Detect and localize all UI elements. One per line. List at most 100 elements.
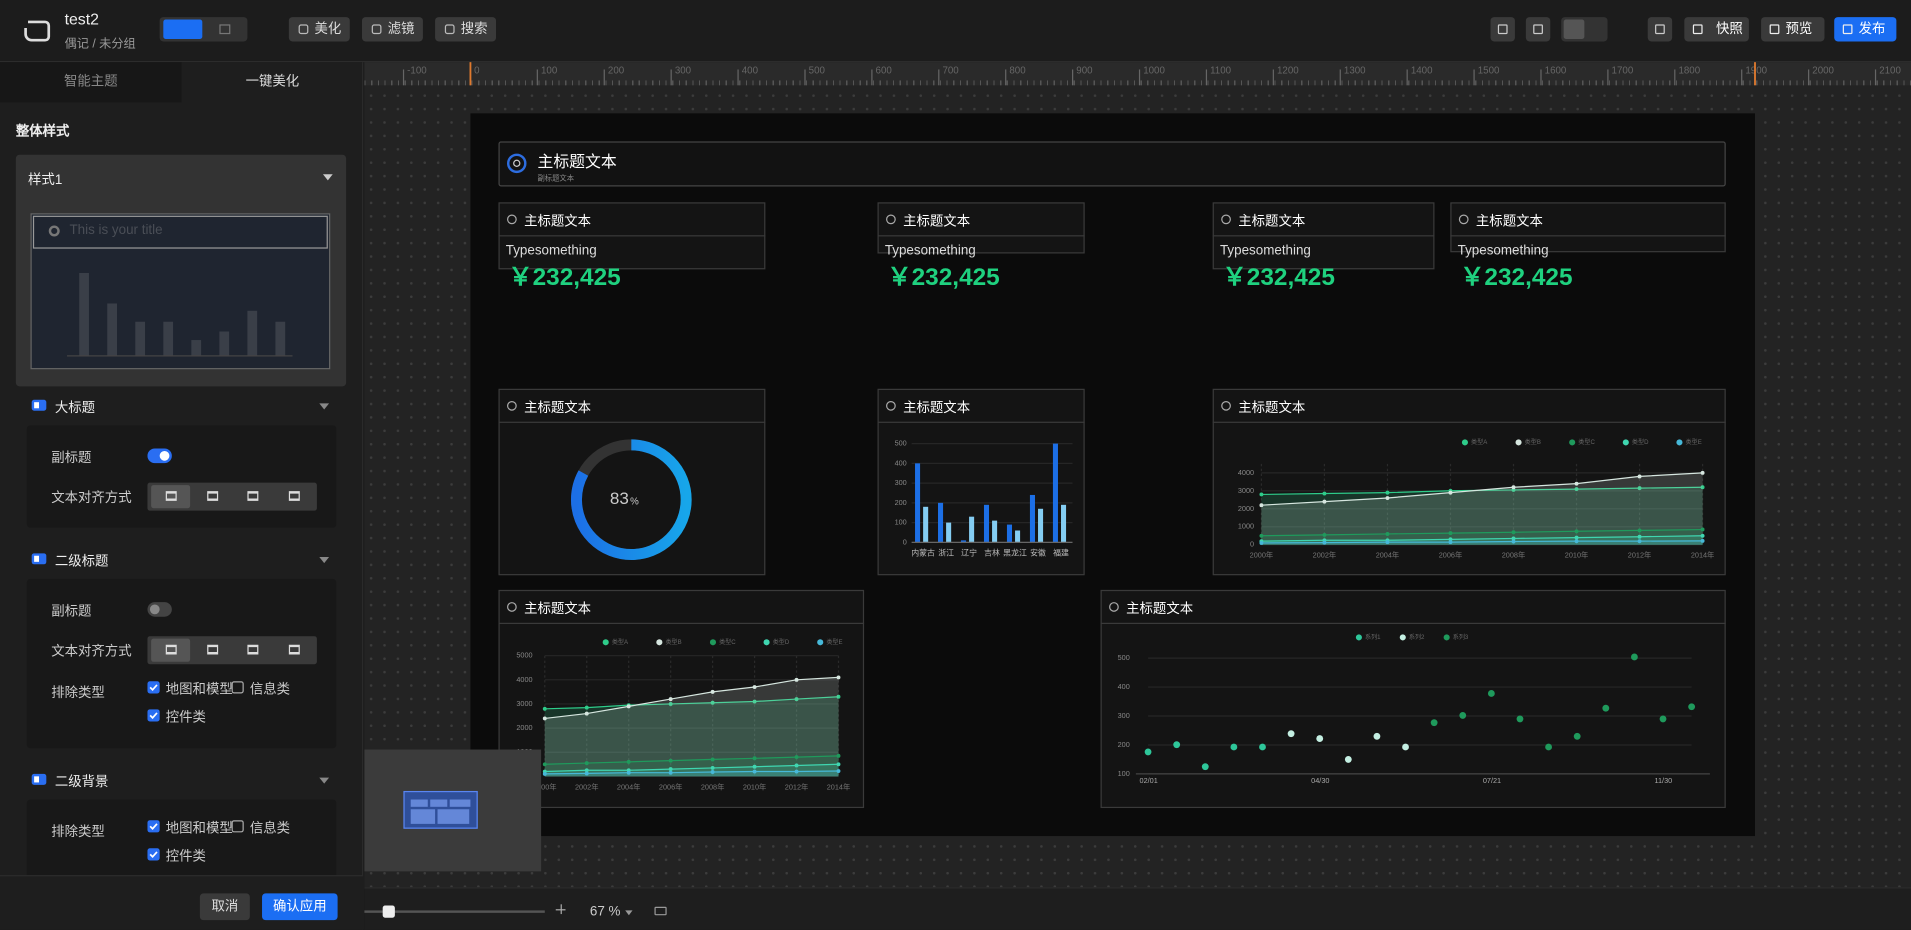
mode-link[interactable] — [219, 24, 231, 35]
x-tick-label: 2000年 — [1250, 551, 1274, 560]
legend-label: 类型E — [1686, 438, 1702, 446]
point — [836, 769, 841, 773]
point — [1637, 474, 1642, 479]
align-active[interactable] — [151, 638, 191, 662]
icon-button[interactable] — [1525, 17, 1551, 42]
point — [1448, 540, 1453, 545]
point — [794, 755, 799, 759]
tool-button[interactable]: 美化 — [288, 17, 350, 42]
apply-button[interactable]: 确认应用 — [262, 893, 338, 921]
keyboard-icon[interactable] — [654, 906, 667, 916]
point — [1545, 743, 1552, 751]
align-icon[interactable] — [247, 491, 259, 501]
tab[interactable]: 智能主题 — [63, 74, 118, 89]
card-value: ￥232,425 — [1222, 264, 1335, 292]
theme-dark[interactable] — [1563, 19, 1585, 39]
bar — [938, 502, 944, 543]
ruler-label: 500 — [809, 65, 826, 76]
preview-bar — [219, 331, 230, 356]
group-title[interactable]: 二级标题 — [54, 554, 109, 570]
tool-icon — [371, 24, 382, 35]
gauge-value: 83 — [610, 489, 629, 508]
tool-button[interactable]: 搜索 — [435, 17, 497, 42]
align-icon[interactable] — [288, 491, 300, 501]
icon-button[interactable] — [1647, 17, 1673, 42]
align-icon[interactable] — [165, 644, 177, 655]
point — [626, 770, 631, 775]
point — [1230, 743, 1238, 751]
series-line — [1261, 535, 1703, 542]
ruler-label: 1900 — [1745, 65, 1767, 76]
align-icon[interactable] — [207, 644, 219, 655]
checkbox — [231, 820, 244, 833]
point — [1322, 499, 1327, 504]
mode-edit[interactable] — [163, 19, 203, 39]
bar — [1029, 494, 1035, 543]
graphic — [147, 681, 160, 694]
legend-marker — [763, 639, 770, 646]
tool-button[interactable]: 滤镜 — [361, 17, 423, 42]
checkbox-label[interactable]: 地图和模型 — [165, 821, 233, 837]
gauge-arc — [570, 439, 692, 561]
legend-marker — [1399, 634, 1406, 641]
point — [1459, 712, 1467, 719]
x-tick-label: 内蒙古 — [911, 547, 935, 557]
checkmark — [149, 684, 158, 692]
series-line — [1261, 528, 1703, 537]
align-icon[interactable] — [165, 491, 177, 501]
tool-icon — [444, 24, 455, 35]
group-title[interactable]: 二级背景 — [54, 775, 109, 790]
point — [710, 770, 715, 774]
preview-bar — [191, 340, 202, 356]
group-body — [26, 799, 337, 888]
zoom-in[interactable] — [554, 903, 567, 916]
icon-button[interactable] — [1490, 17, 1515, 42]
graphic: 0 100 200 300 400 500 内蒙古 浙江 辽宁 吉林 黑龙江 安徽 福建 — [895, 439, 1073, 557]
point — [1637, 539, 1642, 544]
preview-bar — [107, 303, 117, 356]
bar — [1015, 530, 1021, 543]
group-icon — [31, 553, 47, 565]
switch-knob — [159, 450, 170, 461]
action-button[interactable]: 快照 — [1684, 17, 1749, 42]
align-icon[interactable] — [288, 644, 300, 655]
align-icon[interactable] — [207, 491, 219, 501]
zoom-level[interactable]: 67 % — [589, 904, 621, 919]
gauge-unit: % — [630, 497, 639, 508]
group-icon-dot — [34, 776, 39, 783]
legend-label: 系列3 — [1453, 633, 1469, 641]
tab-inactive[interactable] — [0, 62, 182, 103]
action-button[interactable]: 预览 — [1761, 17, 1825, 42]
point — [794, 769, 799, 774]
legend-label: 类型C — [1578, 438, 1595, 446]
bar — [1006, 524, 1013, 543]
legend-label: 类型D — [773, 638, 790, 646]
widget-title: 主标题文本 — [524, 214, 592, 230]
action-button[interactable]: 发布 — [1834, 17, 1897, 42]
align-active[interactable] — [151, 485, 191, 509]
zoom-knob[interactable] — [382, 905, 395, 918]
checkbox-label[interactable]: 信息类 — [249, 821, 291, 837]
y-tick-label: 400 — [895, 458, 907, 467]
point — [584, 705, 589, 710]
point — [1574, 481, 1579, 486]
widget-panel — [498, 388, 766, 576]
align-icon[interactable] — [247, 644, 259, 655]
group-title[interactable]: 大标题 — [54, 400, 96, 416]
checkbox-label[interactable]: 控件类 — [165, 849, 206, 865]
widget-header-line — [1212, 421, 1726, 423]
widget-panel — [877, 202, 1085, 254]
graphic: 100 200 300 400 500 02/01 04/30 07/21 11/30 系列1 系列… — [1118, 633, 1710, 785]
checkbox-label[interactable]: 地图和模型 — [165, 682, 233, 698]
bar — [960, 540, 967, 543]
cancel-button[interactable]: 取消 — [199, 893, 250, 921]
zoom-bar — [364, 887, 1911, 930]
tab-active[interactable]: 一键美化 — [245, 74, 300, 89]
ruler-label: 800 — [1009, 65, 1026, 76]
checkbox-label[interactable]: 控件类 — [165, 710, 206, 726]
checkbox-label[interactable]: 信息类 — [249, 682, 291, 698]
graphic — [231, 681, 244, 694]
point — [752, 764, 757, 769]
point — [1574, 529, 1579, 534]
style-select[interactable]: 样式1 — [28, 173, 63, 188]
